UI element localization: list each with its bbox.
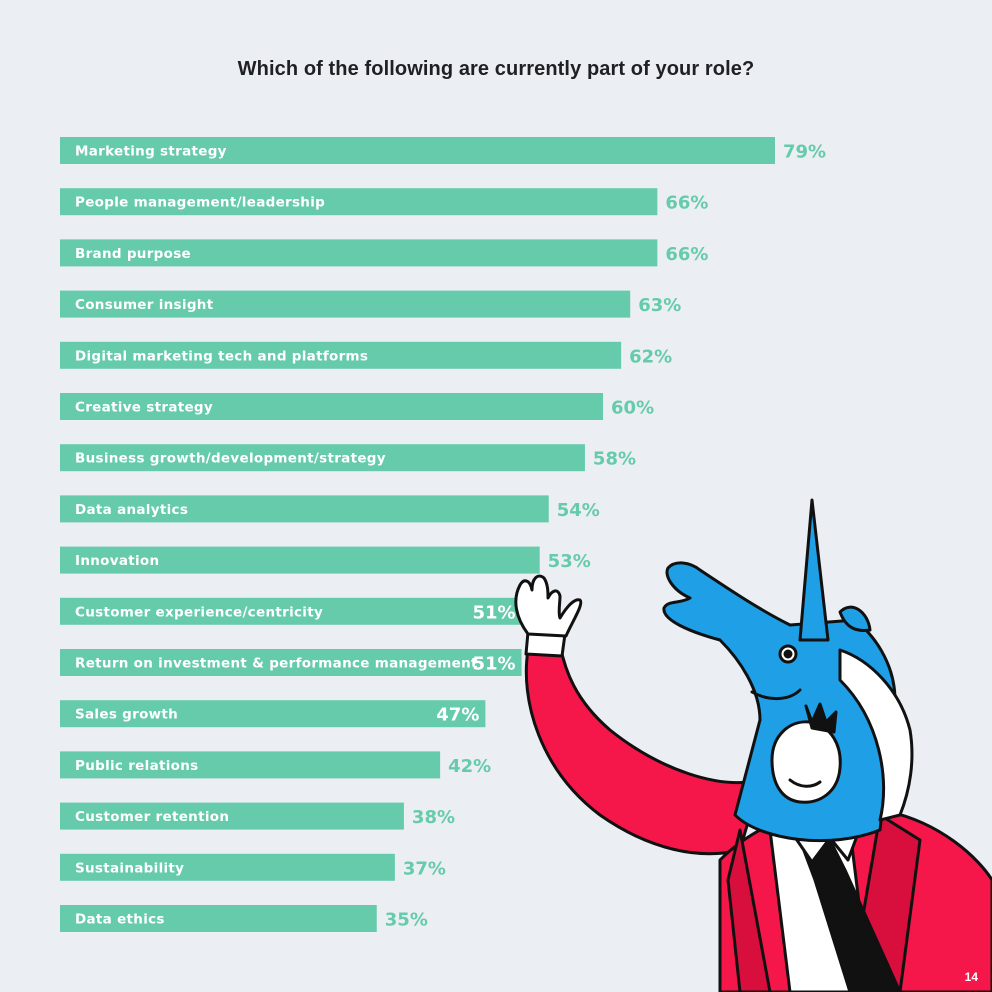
bar bbox=[60, 700, 486, 728]
bar bbox=[60, 853, 395, 881]
value-label: 51% bbox=[472, 654, 515, 675]
value-label: 63% bbox=[638, 295, 681, 316]
bar-row: Return on investment & performance manag… bbox=[60, 649, 522, 676]
bar bbox=[60, 239, 658, 267]
bar bbox=[60, 649, 522, 676]
bar bbox=[60, 341, 622, 369]
bar bbox=[60, 546, 540, 574]
bar bbox=[60, 290, 631, 318]
mascot-mane bbox=[838, 648, 914, 822]
category-label: Marketing strategy bbox=[75, 144, 227, 160]
bar-row: Customer experience/centricity 51% bbox=[60, 597, 522, 625]
page-number: 14 bbox=[964, 970, 978, 984]
category-label: Brand purpose bbox=[75, 246, 191, 262]
value-label: 51% bbox=[472, 602, 515, 623]
value-label: 66% bbox=[665, 193, 708, 214]
bar-row: Data analytics 54% bbox=[60, 495, 600, 523]
mascot-small-face bbox=[770, 720, 842, 804]
value-label: 79% bbox=[783, 142, 826, 163]
bar bbox=[60, 137, 775, 164]
bar bbox=[60, 495, 549, 523]
mascot-hand bbox=[514, 574, 583, 638]
bar-row: Creative strategy 60% bbox=[60, 393, 654, 420]
bar-row: Business growth/development/strategy 58% bbox=[60, 444, 636, 472]
value-label: 54% bbox=[557, 500, 600, 521]
value-label: 58% bbox=[593, 449, 636, 470]
bar bbox=[60, 802, 404, 830]
bar bbox=[60, 444, 585, 472]
chart-title: Which of the following are currently par… bbox=[237, 58, 755, 80]
value-label: 37% bbox=[403, 858, 446, 879]
bar bbox=[60, 597, 522, 625]
value-label: 42% bbox=[448, 756, 491, 777]
bar bbox=[60, 393, 604, 420]
category-label: Sales growth bbox=[75, 707, 178, 723]
value-label: 53% bbox=[548, 551, 591, 572]
bar bbox=[60, 905, 377, 932]
mascot-horn bbox=[798, 498, 830, 642]
bar-row: Data ethics 35% bbox=[60, 905, 428, 932]
bar-row: Marketing strategy 79% bbox=[60, 137, 826, 164]
value-label: 60% bbox=[611, 398, 654, 419]
category-label: Customer experience/centricity bbox=[75, 604, 323, 620]
bar-row: Sales growth 47% bbox=[60, 700, 486, 728]
bar-row: Innovation 53% bbox=[60, 546, 591, 574]
value-label: 62% bbox=[629, 346, 672, 367]
category-label: Public relations bbox=[75, 758, 198, 774]
category-label: Creative strategy bbox=[75, 400, 213, 416]
bar-row: Public relations 42% bbox=[60, 751, 491, 779]
category-label: Sustainability bbox=[75, 860, 184, 876]
category-label: Digital marketing tech and platforms bbox=[75, 348, 368, 364]
bar bbox=[60, 751, 441, 779]
mascot-arm bbox=[524, 643, 762, 856]
bar-row: Brand purpose 66% bbox=[60, 239, 708, 267]
category-label: People management/leadership bbox=[75, 195, 325, 211]
value-label: 66% bbox=[665, 244, 708, 265]
value-label: 38% bbox=[412, 807, 455, 828]
bar-row: Digital marketing tech and platforms 62% bbox=[60, 341, 672, 369]
category-label: Data ethics bbox=[75, 912, 165, 928]
bar-row: Sustainability 37% bbox=[60, 853, 446, 881]
category-label: Innovation bbox=[75, 553, 159, 569]
category-label: Business growth/development/strategy bbox=[75, 451, 386, 467]
category-label: Data analytics bbox=[75, 502, 188, 518]
value-label: 47% bbox=[436, 705, 479, 726]
bar-row: People management/leadership 66% bbox=[60, 188, 708, 216]
bar-row: Customer retention 38% bbox=[60, 802, 455, 830]
bar bbox=[60, 188, 658, 216]
category-label: Return on investment & performance manag… bbox=[75, 656, 478, 672]
category-label: Consumer insight bbox=[75, 297, 214, 313]
value-label: 35% bbox=[385, 910, 428, 931]
category-label: Customer retention bbox=[75, 809, 229, 825]
bar-row: Consumer insight 63% bbox=[60, 290, 681, 318]
